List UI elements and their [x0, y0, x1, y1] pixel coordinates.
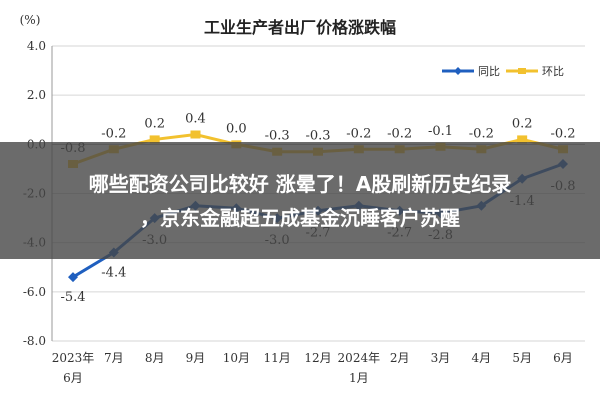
x-tick-label: 3月: [431, 351, 451, 365]
data-label: 0.2: [144, 116, 165, 131]
legend-label: 同比: [478, 65, 500, 78]
x-tick-label: 4月: [472, 351, 492, 365]
overlay-headline-line1: 哪些配资公司比较好 涨晕了！A股刷新历史纪录: [88, 171, 512, 196]
legend: 同比 环比: [442, 65, 564, 78]
x-tick-label: 2024年: [338, 351, 381, 365]
data-label: -4.4: [101, 266, 126, 281]
legend-label: 环比: [542, 65, 564, 78]
x-tick-label: 12月: [304, 351, 331, 365]
data-label: -0.2: [101, 126, 126, 141]
x-tick-label: 8月: [145, 351, 165, 365]
data-point: [190, 130, 201, 139]
chart-title: 工业生产者出厂价格涨跌幅: [204, 18, 396, 37]
data-label: 0.4: [185, 112, 206, 127]
data-label: -5.4: [60, 290, 85, 305]
y-tick-label: 4.0: [27, 39, 46, 53]
y-tick-label: -8.0: [23, 334, 46, 348]
data-point: [68, 272, 78, 283]
data-label: -0.3: [305, 129, 330, 144]
data-point: [149, 135, 160, 144]
data-label: 0.2: [512, 116, 533, 131]
data-label: -0.2: [346, 126, 371, 141]
y-axis-label: (%): [20, 13, 41, 27]
y-tick-label: -6.0: [23, 285, 46, 299]
x-ticks: 2023年 6月 7月 8月 9月 10月 11月 12月 2024年 1月 2月 3月 4月 5月 6月: [52, 351, 573, 385]
x-tick-label: 10月: [223, 351, 250, 365]
x-tick-label: 2023年: [52, 351, 95, 365]
x-tick-label: 9月: [186, 351, 206, 365]
legend-marker: [454, 67, 462, 75]
legend-marker: [518, 68, 526, 74]
x-tick-label: 6月: [553, 351, 573, 365]
data-point: [517, 135, 528, 144]
y-tick-label: 2.0: [27, 88, 46, 102]
news-overlay-banner[interactable]: 哪些配资公司比较好 涨晕了！A股刷新历史纪录 ，京东金融超五成基金沉睡客户苏醒: [0, 142, 600, 259]
data-label: 0.0: [226, 121, 247, 136]
x-tick-label: 7月: [104, 351, 124, 365]
data-label: -0.3: [265, 129, 290, 144]
data-label: -0.1: [428, 124, 453, 139]
overlay-headline-line2: ，京东金融超五成基金沉睡客户苏醒: [140, 205, 460, 230]
x-tick-label: 11月: [264, 351, 291, 365]
x-tick-label: 2月: [390, 351, 410, 365]
x-tick-label: 6月: [63, 371, 83, 385]
data-label: -0.2: [387, 126, 412, 141]
x-tick-label: 5月: [512, 351, 532, 365]
data-label: -0.2: [469, 126, 494, 141]
data-label: -0.2: [550, 126, 575, 141]
x-tick-label: 1月: [349, 371, 369, 385]
